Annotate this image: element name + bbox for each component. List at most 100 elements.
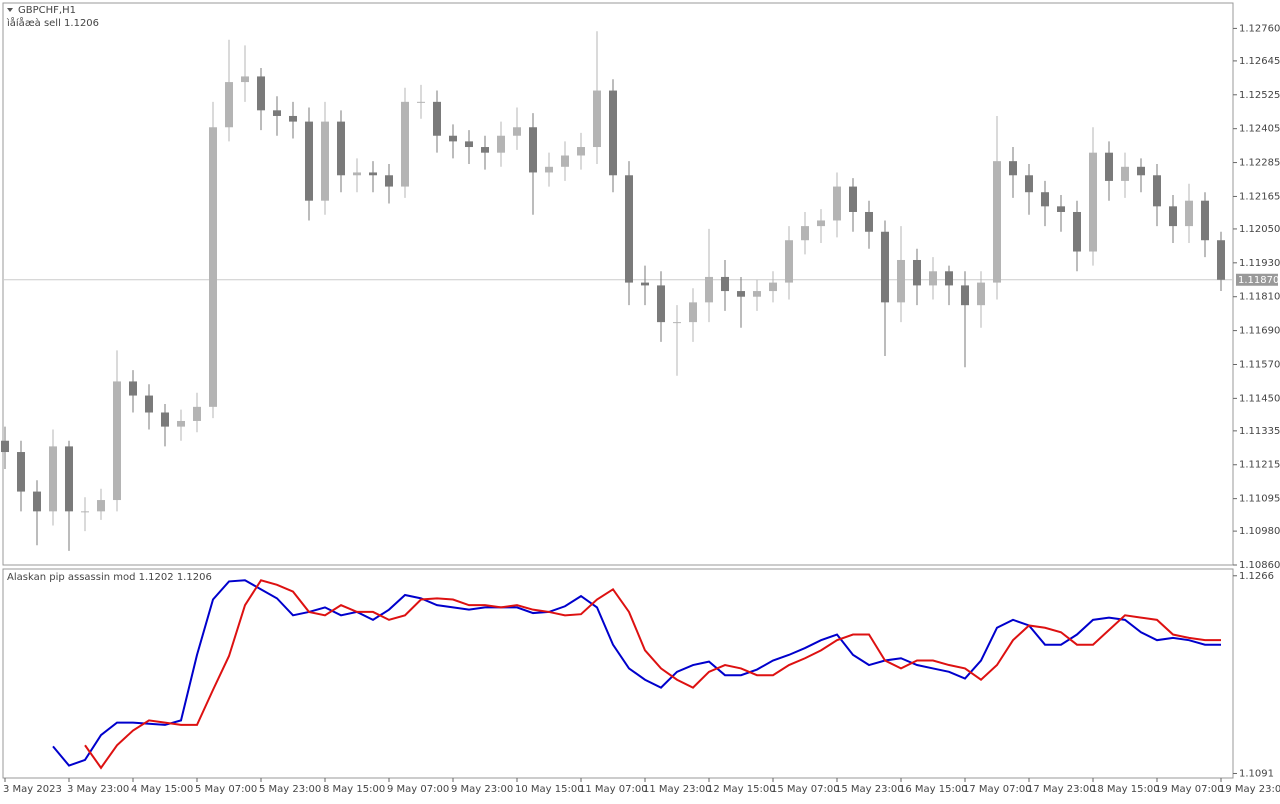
candle-body — [785, 240, 793, 283]
y-tick-label: 1.11690 — [1239, 326, 1280, 337]
candle-body — [705, 276, 713, 303]
candle-body — [193, 406, 201, 421]
x-tick-label: 4 May 15:00 — [131, 784, 193, 795]
candle-body — [1105, 152, 1113, 181]
y-tick-label: 1.11215 — [1239, 460, 1280, 471]
x-tick-label: 15 May 23:00 — [835, 784, 904, 795]
candle-body — [129, 381, 137, 396]
candle-body — [897, 259, 905, 303]
x-tick-label: 15 May 07:00 — [771, 784, 840, 795]
candle-body — [449, 135, 457, 142]
y-tick-label: 1.10980 — [1239, 526, 1280, 537]
candle-body — [17, 452, 25, 492]
candle-body — [161, 412, 169, 427]
x-tick-label: 9 May 23:00 — [451, 784, 513, 795]
candle-body — [81, 511, 89, 513]
candle-body — [177, 420, 185, 427]
candle-body — [49, 446, 57, 512]
y-tick-label: 1.12760 — [1239, 23, 1280, 34]
candle-body — [305, 121, 313, 201]
y-tick-label: 1.12050 — [1239, 224, 1280, 235]
x-tick-label: 9 May 07:00 — [387, 784, 449, 795]
candle-body — [1057, 206, 1065, 212]
main-frame — [2, 2, 1234, 566]
y-tick-label: 1.12405 — [1239, 124, 1280, 135]
candle-body — [609, 90, 617, 176]
y-tick-label: 1.11810 — [1239, 292, 1280, 303]
candle-body — [273, 110, 281, 116]
candle-body — [1, 440, 9, 453]
candle-body — [321, 121, 329, 201]
x-tick-label: 5 May 23:00 — [259, 784, 321, 795]
candle-body — [545, 166, 553, 173]
indicator-line — [84, 579, 1221, 770]
candle-body — [769, 282, 777, 292]
candle-body — [33, 491, 41, 512]
y-tick-label: 1.12645 — [1239, 56, 1280, 67]
x-tick-label: 19 May 23:00 — [1219, 784, 1280, 795]
candle-body — [753, 291, 761, 297]
candle-body — [801, 226, 809, 241]
candle-body — [225, 82, 233, 128]
candle-body — [577, 147, 585, 156]
indicator-frame — [2, 568, 1234, 779]
candle-body — [881, 231, 889, 303]
candle-body — [241, 76, 249, 83]
candle-body — [465, 141, 473, 148]
dropdown-icon — [7, 8, 13, 12]
indicator-title: Alaskan pip assassin mod 1.1202 1.1206 — [7, 572, 212, 583]
candle-body — [961, 285, 969, 306]
candle-body — [913, 259, 921, 286]
indicator-line — [52, 579, 1221, 767]
candle-body — [337, 121, 345, 176]
x-tick-label: 11 May 23:00 — [643, 784, 712, 795]
y-tick-label: 1.11335 — [1239, 426, 1280, 437]
candle-body — [513, 127, 521, 136]
x-tick-label: 3 May 2023 — [3, 784, 62, 795]
x-tick-label: 10 May 15:00 — [515, 784, 584, 795]
chart-title: GBPCHF,H1 — [18, 5, 76, 16]
candle-body — [289, 115, 297, 122]
candle-body — [369, 172, 377, 176]
candle-body — [865, 211, 873, 232]
x-tick-label: 3 May 23:00 — [67, 784, 129, 795]
x-tick-label: 19 May 07:00 — [1155, 784, 1224, 795]
candle-body — [977, 282, 985, 306]
y-tick-label: 1.11930 — [1239, 258, 1280, 269]
price-label-bg — [1236, 273, 1278, 286]
candle-body — [1009, 161, 1017, 176]
candle-body — [97, 500, 105, 512]
candle-body — [849, 186, 857, 212]
candle-body — [1041, 192, 1049, 207]
candle-body — [817, 220, 825, 227]
candle-body — [641, 282, 649, 286]
x-tick-label: 11 May 07:00 — [579, 784, 648, 795]
candle-body — [1201, 200, 1209, 241]
candle-body — [1217, 240, 1225, 280]
candle-body — [433, 101, 441, 136]
candle-body — [1073, 211, 1081, 252]
candle-body — [1169, 206, 1177, 227]
y-tick-label: 1.1266 — [1239, 571, 1274, 582]
candle-body — [1121, 166, 1129, 181]
y-tick-label: 1.12285 — [1239, 158, 1280, 169]
candle-body — [673, 322, 681, 324]
x-tick-label: 12 May 15:00 — [707, 784, 776, 795]
candle-body — [257, 76, 265, 111]
x-tick-label: 17 May 07:00 — [963, 784, 1032, 795]
candle-body — [65, 446, 73, 512]
candle-body — [209, 127, 217, 407]
x-tick-label: 8 May 15:00 — [323, 784, 385, 795]
y-tick-label: 1.10860 — [1239, 560, 1280, 571]
candle-body — [737, 291, 745, 297]
candle-body — [833, 186, 841, 221]
candle-body — [417, 101, 425, 103]
y-tick-label: 1.1091 — [1239, 768, 1274, 779]
y-tick-label: 1.11570 — [1239, 359, 1280, 370]
candle-body — [945, 271, 953, 286]
candle-body — [657, 285, 665, 323]
y-tick-label: 1.12165 — [1239, 191, 1280, 202]
candle-body — [113, 381, 121, 501]
